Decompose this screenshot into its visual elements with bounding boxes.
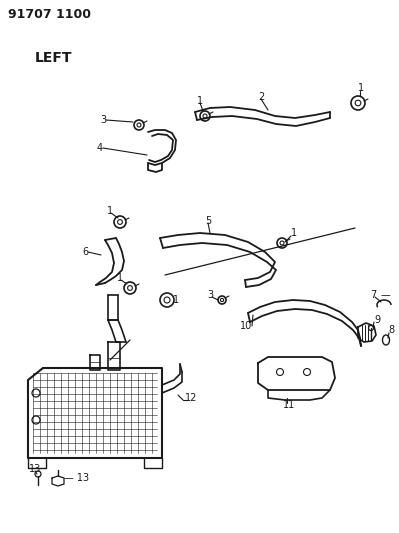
Text: 1: 1 [107,206,113,216]
Text: 6: 6 [82,247,88,257]
Text: 8: 8 [388,325,394,335]
Text: 3: 3 [100,115,106,125]
Text: 13: 13 [29,464,41,474]
Text: 7: 7 [370,290,376,300]
Text: 4: 4 [97,143,103,153]
Text: 10: 10 [240,321,252,331]
Polygon shape [28,368,162,458]
Text: 3: 3 [207,290,213,300]
Text: —: — [381,290,391,300]
Text: 91707 1100: 91707 1100 [8,9,91,21]
Text: 1: 1 [291,228,297,238]
Text: — 13: — 13 [64,473,89,483]
Text: 1: 1 [358,83,364,93]
Text: 1: 1 [117,273,123,283]
Text: 11: 11 [283,400,295,410]
Text: 9: 9 [374,315,380,325]
Text: 12: 12 [185,393,198,403]
Text: 2: 2 [258,92,264,102]
Text: 1: 1 [197,96,203,106]
Text: 5: 5 [205,216,211,226]
Text: 1: 1 [173,295,179,305]
Text: LEFT: LEFT [35,51,73,65]
